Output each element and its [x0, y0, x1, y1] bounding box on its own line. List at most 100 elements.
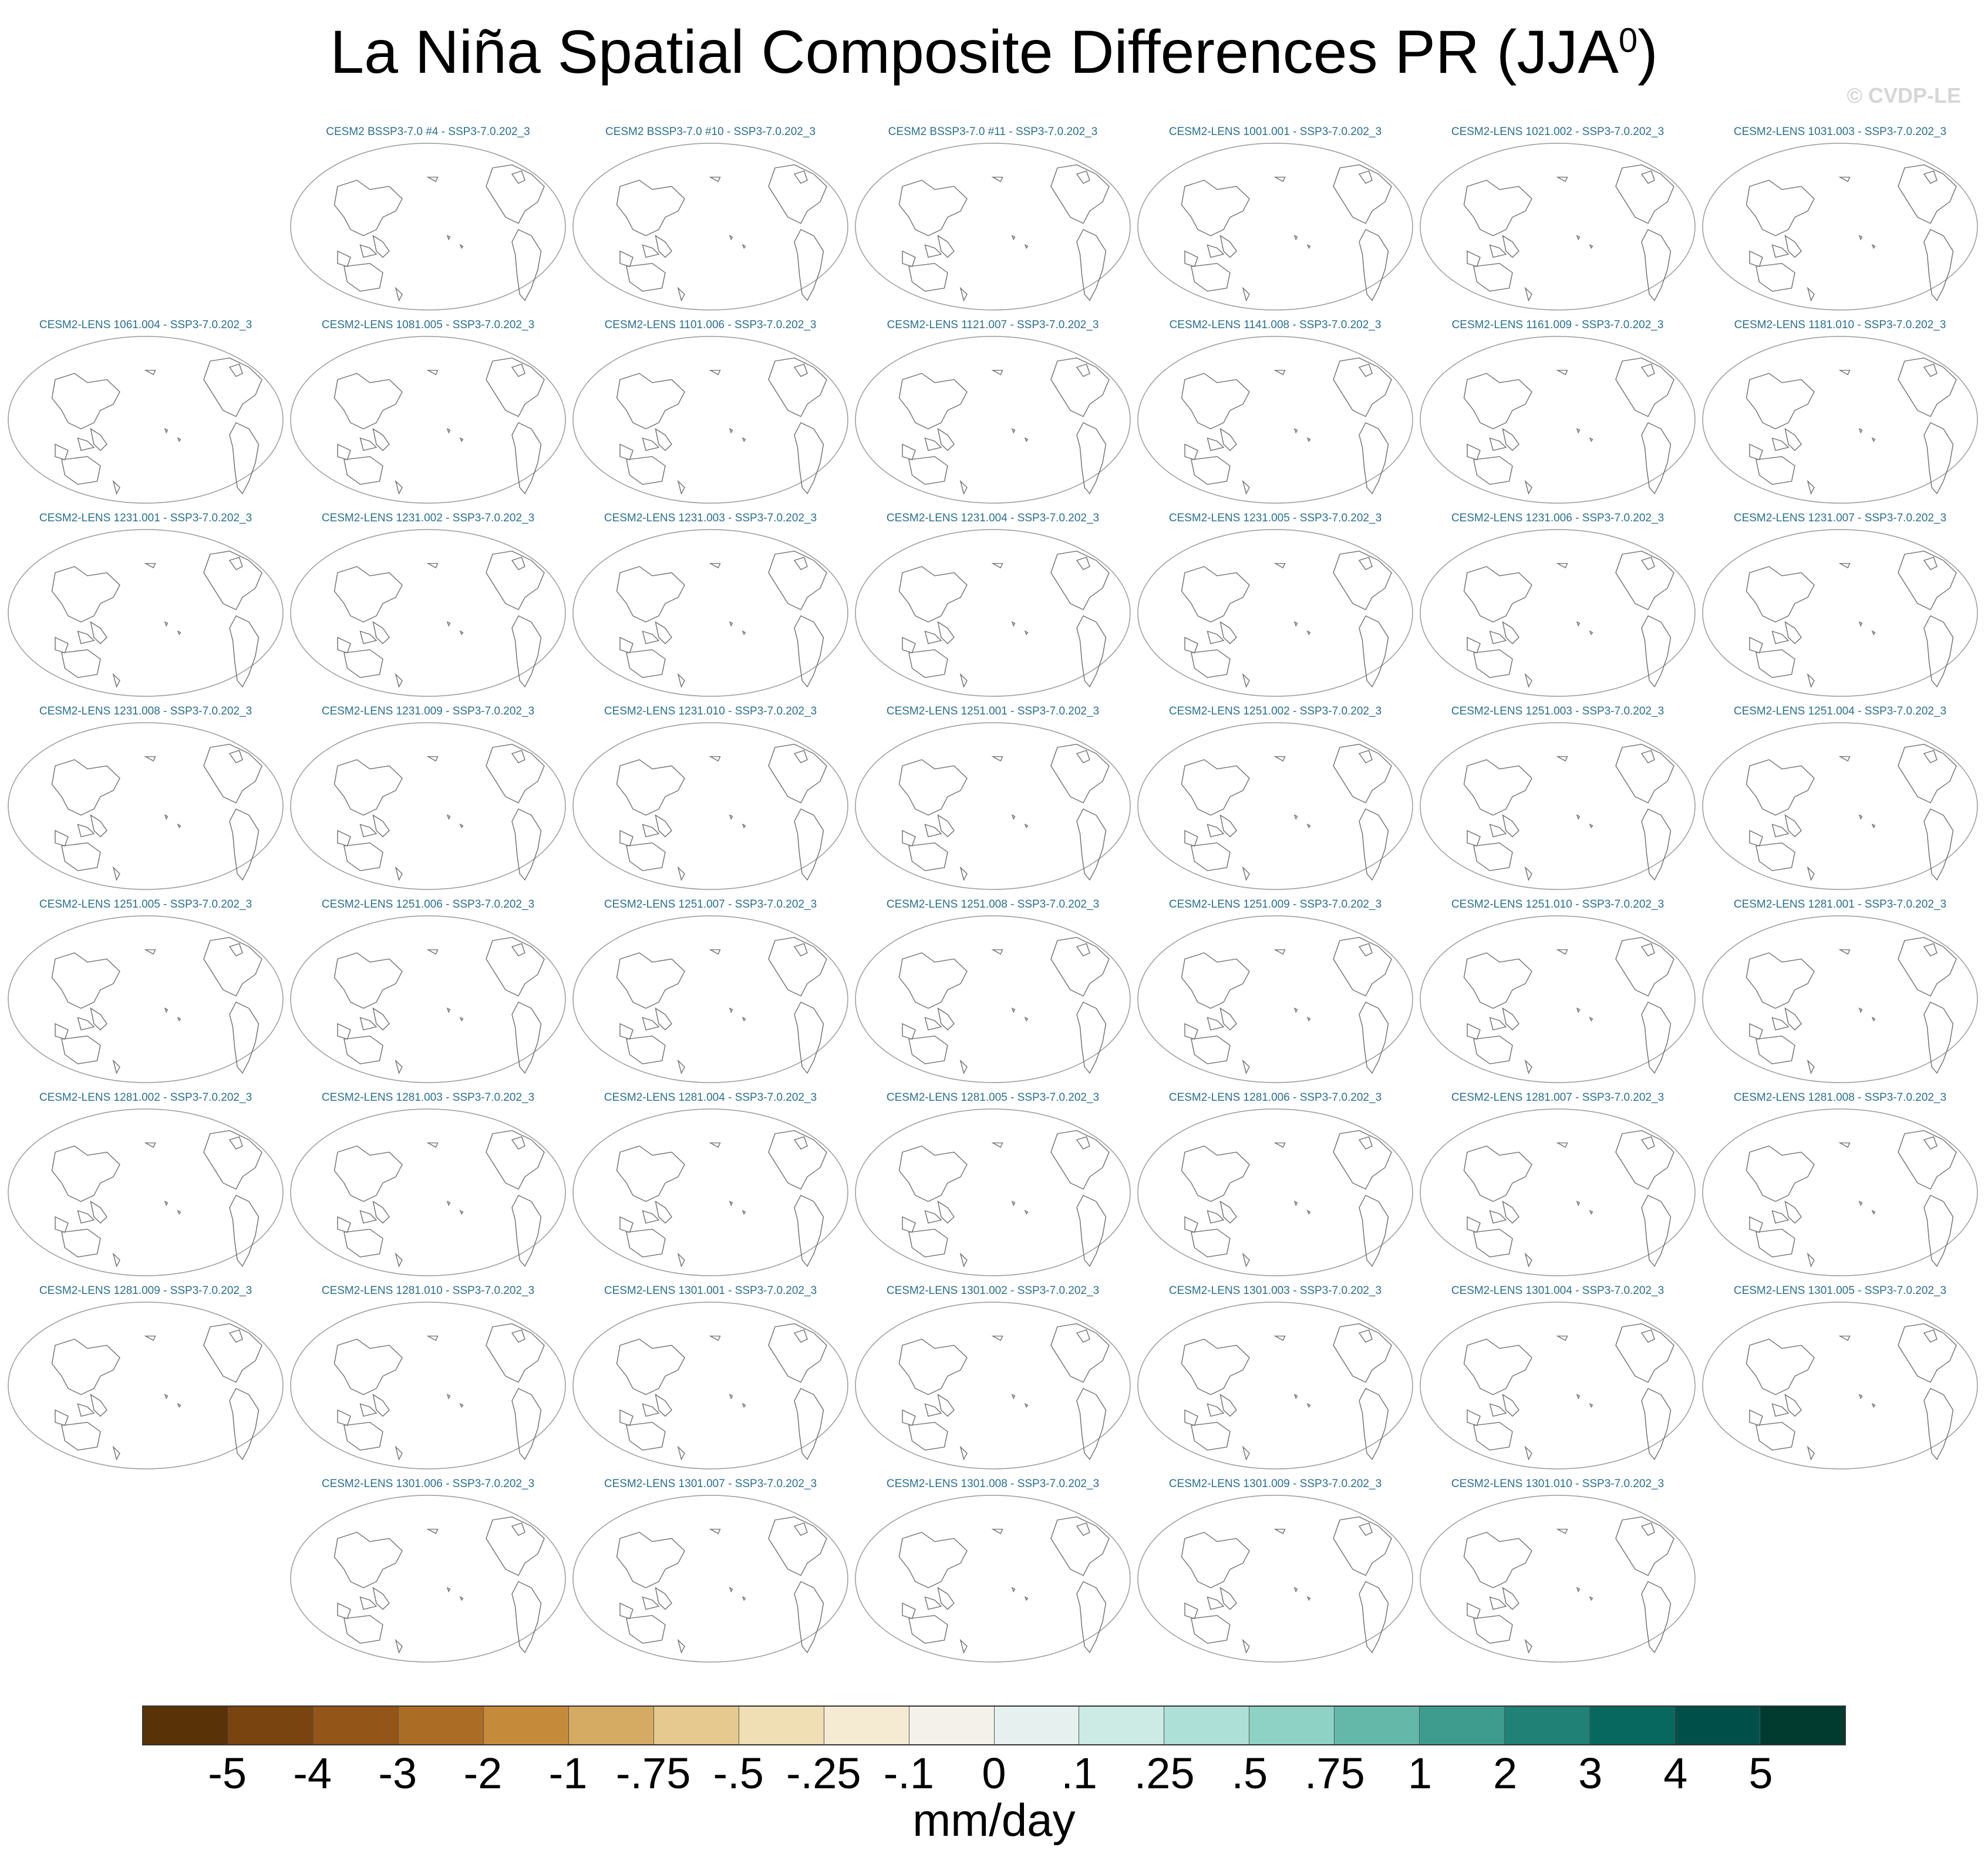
coastline: [203, 1130, 262, 1190]
coastline: [655, 814, 672, 838]
map-boundary: [855, 336, 1131, 504]
coastline: [1640, 1136, 1655, 1150]
coastline: [511, 229, 542, 302]
coastline: [1640, 943, 1655, 957]
coastline: [794, 1388, 824, 1461]
coastline: [898, 180, 968, 237]
coastline: [1615, 937, 1674, 997]
coastline: [1641, 422, 1672, 495]
colorbar-box: [994, 1707, 1080, 1744]
panel-title: CESM2-LENS 1251.005 - SSP3-7.0.202_3: [39, 898, 252, 911]
world-map: [572, 1108, 848, 1276]
panel-title: CESM2-LENS 1251.006 - SSP3-7.0.202_3: [321, 898, 535, 911]
coastline: [1191, 1615, 1231, 1644]
world-map: [1702, 722, 1978, 890]
colorbar-tick-label: -3: [378, 1749, 417, 1798]
coastline: [626, 456, 666, 485]
coastline: [1576, 428, 1581, 434]
map-panel: CESM2-LENS 1281.010 - SSP3-7.0.202_3: [288, 1285, 568, 1471]
map-panel: CESM2 BSSP3-7.0 #11 - SSP3-7.0.202_3: [853, 126, 1133, 312]
coastline: [1191, 1422, 1231, 1451]
coastline: [90, 1201, 107, 1224]
map-boundary: [290, 1495, 566, 1663]
coastline: [1242, 286, 1250, 302]
coastline: [1923, 1329, 1938, 1343]
coastline: [1502, 814, 1519, 838]
coastlines: [1181, 1323, 1392, 1461]
coastline: [642, 437, 660, 451]
map-boundary: [572, 336, 848, 504]
coastline: [511, 1195, 542, 1268]
colorbar-box: [1590, 1707, 1676, 1744]
coastline: [677, 1445, 685, 1461]
coastline: [1556, 949, 1568, 955]
coastline: [1838, 1336, 1851, 1341]
coastlines: [51, 937, 262, 1074]
coastline: [446, 1201, 451, 1206]
coastline: [164, 1201, 169, 1206]
coastline: [144, 370, 156, 376]
coastline: [1358, 1136, 1373, 1150]
coastline: [1871, 244, 1876, 249]
coastline: [1746, 1145, 1815, 1202]
coastline: [1502, 235, 1519, 258]
world-map: [1420, 1495, 1696, 1663]
panel-title: CESM2-LENS 1281.008 - SSP3-7.0.202_3: [1733, 1091, 1947, 1104]
world-map: [855, 722, 1131, 890]
coastline: [372, 235, 390, 258]
coastline: [1242, 1059, 1250, 1074]
coastline: [1898, 358, 1957, 417]
coastline: [793, 170, 808, 184]
coastline: [1219, 1201, 1237, 1224]
map-panel: CESM2-LENS 1251.010 - SSP3-7.0.202_3: [1418, 898, 1697, 1085]
coastline: [1576, 1587, 1581, 1593]
coastline: [709, 949, 721, 955]
coastline: [742, 823, 746, 828]
world-map: [8, 529, 284, 697]
panel-title: CESM2-LENS 1231.009 - SSP3-7.0.202_3: [321, 705, 535, 717]
coastline: [112, 1059, 120, 1074]
coastline: [1076, 1195, 1107, 1268]
coastline: [898, 373, 968, 430]
map-boundary: [572, 1495, 848, 1663]
coastline: [626, 649, 666, 678]
coastline: [333, 759, 403, 816]
coastline: [1293, 1201, 1298, 1206]
map-boundary: [1420, 1495, 1696, 1663]
coastline: [1463, 566, 1532, 623]
map-panel: CESM2-LENS 1301.009 - SSP3-7.0.202_3: [1135, 1478, 1415, 1664]
coastlines: [51, 551, 262, 688]
panel-title: CESM2-LENS 1301.006 - SSP3-7.0.202_3: [321, 1478, 535, 1490]
coastline: [1273, 1142, 1286, 1148]
coastline: [1858, 814, 1863, 820]
coastline: [459, 1596, 464, 1601]
coastline: [1011, 428, 1016, 434]
coastline: [511, 1388, 542, 1461]
coastline: [991, 370, 1003, 376]
coastline: [959, 1445, 968, 1461]
coastline: [1359, 1388, 1389, 1461]
coastline: [1771, 1403, 1790, 1417]
coastlines: [1463, 551, 1674, 688]
coastline: [937, 428, 955, 451]
coastlines: [616, 1516, 827, 1654]
coastline: [1641, 1581, 1672, 1654]
coastline: [768, 1130, 827, 1190]
coastline: [742, 1209, 746, 1215]
coastline: [959, 286, 968, 302]
map-panel: CESM2-LENS 1141.008 - SSP3-7.0.202_3: [1135, 319, 1415, 505]
map-boundary: [855, 1302, 1131, 1469]
coastline: [1463, 759, 1532, 816]
coastline: [77, 1210, 95, 1224]
world-map: [1702, 915, 1978, 1083]
coastline: [1615, 744, 1674, 804]
coastline: [486, 1130, 545, 1190]
coastline: [937, 814, 955, 838]
coastlines: [51, 744, 262, 881]
panel-title: CESM2-LENS 1251.003 - SSP3-7.0.202_3: [1451, 705, 1664, 717]
coastline: [742, 244, 746, 249]
coastlines: [1181, 551, 1392, 688]
coastline: [1746, 759, 1815, 816]
coastline: [1219, 1587, 1237, 1610]
coastline: [991, 563, 1003, 569]
